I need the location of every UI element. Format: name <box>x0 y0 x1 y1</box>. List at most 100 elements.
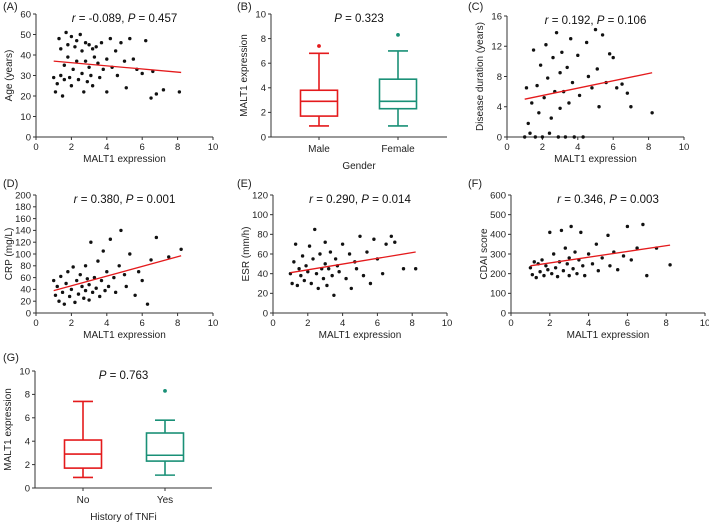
data-point <box>540 258 544 262</box>
y-tick-label: 100 <box>15 249 31 260</box>
data-point <box>625 91 630 95</box>
y-tick-label: 40 <box>20 50 31 61</box>
data-point <box>106 284 111 289</box>
data-point <box>337 270 341 274</box>
data-point <box>128 252 132 256</box>
data-point <box>548 230 552 235</box>
data-point <box>290 281 294 286</box>
data-point <box>112 275 116 280</box>
data-point <box>550 271 554 276</box>
data-point <box>558 71 562 75</box>
data-point <box>544 264 548 268</box>
stat-r-symbol: r <box>557 194 562 206</box>
y-tick-label: 8 <box>497 72 502 83</box>
data-point <box>323 240 327 244</box>
y-tick-label: 30 <box>20 71 31 82</box>
y-tick-label: 80 <box>257 230 268 241</box>
data-point <box>565 262 569 266</box>
y-tick-label: 120 <box>15 238 31 249</box>
data-point <box>89 240 93 244</box>
y-tick-label: 400 <box>490 230 506 241</box>
stat-r-symbol: r <box>545 15 550 27</box>
data-point <box>314 271 319 276</box>
y-axis-label: CRP (mg/L) <box>4 228 15 281</box>
data-point <box>546 268 550 272</box>
data-point <box>413 267 418 271</box>
y-tick-label: 80 <box>20 261 31 272</box>
data-point <box>115 73 120 78</box>
data-point <box>538 270 542 274</box>
data-point <box>167 255 171 259</box>
data-point <box>66 55 70 59</box>
stat-p-value: = 0.001 <box>133 194 175 206</box>
y-tick-label: 200 <box>490 269 506 280</box>
data-point <box>76 292 81 296</box>
data-point <box>80 49 84 53</box>
data-point <box>145 302 150 306</box>
data-point <box>347 252 352 256</box>
y-tick-label: 50 <box>20 30 31 41</box>
y-tick-label: 8 <box>261 34 266 45</box>
data-point <box>90 47 95 51</box>
data-point <box>526 121 530 126</box>
x-tick-label: 0 <box>508 318 513 329</box>
x-tick-label: 4 <box>575 142 580 153</box>
y-axis-label: MALT1 expression <box>239 34 250 117</box>
stat-annotation: r = 0.380, P = 0.001 <box>74 194 176 206</box>
y-tick-label: 160 <box>15 214 31 225</box>
x-tick-label: 8 <box>664 318 669 329</box>
data-point <box>538 63 543 67</box>
x-tick-label: 0 <box>504 142 509 153</box>
x-tick-label: 10 <box>679 142 690 153</box>
y-tick-label: 40 <box>20 285 31 296</box>
stat-p-symbol: P <box>597 15 605 27</box>
data-point <box>365 250 369 254</box>
data-point <box>549 116 553 120</box>
stat-r-symbol: r <box>74 194 79 206</box>
data-point <box>616 268 620 272</box>
data-point <box>584 40 589 45</box>
data-point <box>128 36 132 41</box>
data-point <box>313 227 317 232</box>
data-point <box>59 47 63 51</box>
data-point <box>52 278 56 283</box>
data-point <box>64 281 68 286</box>
data-point <box>149 258 153 262</box>
stat-r-value: = -0.089, <box>76 13 128 25</box>
data-point <box>66 270 70 274</box>
x-tick-label: 6 <box>625 318 630 329</box>
data-point <box>78 272 82 277</box>
x-tick-label: 4 <box>340 318 345 329</box>
trend-line <box>530 244 671 267</box>
data-point <box>534 275 538 280</box>
x-tick-label: 10 <box>700 318 709 329</box>
data-point <box>67 294 72 299</box>
data-point <box>590 262 595 266</box>
data-point <box>295 283 300 288</box>
data-point <box>140 278 144 283</box>
data-point <box>113 49 118 53</box>
data-point <box>78 32 82 37</box>
panel-letter: (G) <box>3 352 19 364</box>
data-point <box>389 234 394 238</box>
trend-line <box>290 251 416 274</box>
data-point <box>73 45 77 49</box>
outlier-point <box>317 44 321 48</box>
x-tick-label: 8 <box>646 142 651 153</box>
panel-letter: (E) <box>237 178 252 190</box>
data-point <box>523 135 527 139</box>
data-point <box>384 242 388 246</box>
x-axis-label: Gender <box>342 161 376 172</box>
data-point <box>531 48 536 52</box>
data-point <box>542 273 546 278</box>
data-point <box>586 74 591 79</box>
data-point <box>87 282 91 287</box>
data-point <box>563 135 568 139</box>
data-point <box>530 101 534 105</box>
y-axis-label: ESR (mm/h) <box>241 227 252 282</box>
y-tick-label: 4 <box>25 437 30 448</box>
data-point <box>569 36 573 41</box>
data-point <box>328 250 333 254</box>
data-point <box>73 300 77 305</box>
